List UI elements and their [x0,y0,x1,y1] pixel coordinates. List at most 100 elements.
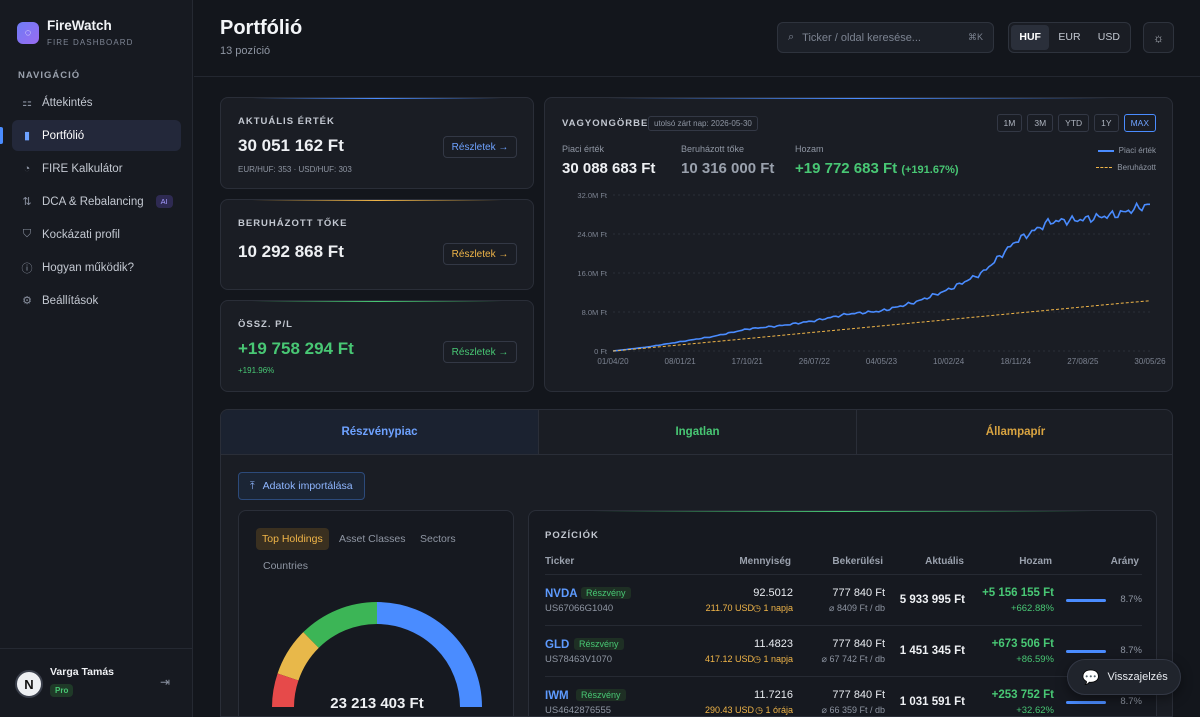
card-accent [252,301,502,302]
legend-label: Beruházott [1117,163,1156,172]
segment-asset-classes[interactable]: Asset Classes [339,533,406,545]
cost: 777 840 Ft [832,689,885,701]
ticker[interactable]: NVDA [545,588,578,600]
tab-real-estate[interactable]: Ingatlan [539,410,857,454]
market-value-label: Piaci érték [562,144,605,154]
donut-segment[interactable] [376,602,482,708]
isin: US67066G1040 [545,603,614,614]
share: 8.7% [1120,696,1142,707]
col-return[interactable]: Hozam [1019,556,1052,567]
y-tick-label: 8.0M Ft [582,308,608,317]
range-3m[interactable]: 3M [1027,114,1054,132]
gain-percent: +32.62% [1016,705,1054,716]
app-logo-icon: ◌ [17,22,39,44]
table-row[interactable]: GLD Részvény US78463V1070 11.4823 417.12… [545,625,1142,676]
x-tick-label: 30/05/26 [1134,357,1166,366]
x-tick-label: 27/08/25 [1067,357,1099,366]
sidebar-item-dca[interactable]: ⇅ DCA & Rebalancing AI [12,186,181,217]
quantity: 11.7216 [754,689,793,701]
segment-top-holdings[interactable]: Top Holdings [256,528,329,550]
sun-icon[interactable]: ☼ [1143,22,1174,53]
table-row[interactable]: NVDA Részvény US67066G1040 92.5012 211.7… [545,574,1142,625]
range-selector: 1M 3M YTD 1Y MAX [996,114,1156,132]
share-bar [1066,599,1106,602]
x-tick-label: 04/05/23 [866,357,898,366]
tab-bonds[interactable]: Állampapír [985,426,1046,438]
sidebar-item-fire-calculator[interactable]: ◔ FIRE Kalkulátor [12,153,181,184]
sidebar-item-settings[interactable]: ⚙ Beállítások [12,285,181,316]
legend-market: Piaci érték [1097,146,1156,155]
nav-list: ⚏ Áttekintés ▮ Portfólió ◔ FIRE Kalkulátor … [0,87,181,318]
user-panel: N Varga Tamás Pro ⇥ [0,648,193,717]
y-tick-label: 24.0M Ft [577,230,608,239]
currency-usd[interactable]: USD [1097,31,1120,43]
plan-badge: Pro [50,684,74,697]
invested-label: Beruházott tőke [681,144,745,154]
col-quantity[interactable]: Mennyiség [739,556,791,567]
card-accent [252,98,502,99]
avg-cost: ⌀ 66 359 Ft / db [821,705,885,715]
x-tick-label: 08/01/21 [665,357,697,366]
legend-swatch [1096,167,1113,168]
donut-segment[interactable] [272,673,299,708]
segment-countries[interactable]: Countries [263,560,308,572]
stat-label: ÖSSZ. P/L [238,319,293,330]
donut-segment[interactable] [303,601,378,649]
tab-stocks[interactable]: Részvénypiac [221,410,539,454]
sidebar-item-how-it-works[interactable]: ⓘ Hogyan működik? [12,252,181,283]
avatar[interactable]: N [15,670,43,698]
ticker[interactable]: IWM [545,690,569,702]
sidebar-item-portfolio[interactable]: ▮ Portfólió [0,120,181,151]
price-age: ◷ 1 napja [753,603,793,613]
chat-icon: 💬 [1082,668,1100,685]
positions-card: POZÍCIÓK Ticker Mennyiség Bekerülési Akt… [528,510,1157,716]
holdings-donut [272,601,482,708]
stat-percent: +191.96% [238,366,275,375]
range-ytd[interactable]: YTD [1058,114,1090,132]
share-bar [1066,701,1106,704]
sidebar-item-overview[interactable]: ⚏ Áttekintés [12,87,181,118]
details-button[interactable]: Részletek → [443,136,517,158]
col-current[interactable]: Aktuális [925,556,964,567]
x-tick-label: 01/04/20 [597,357,629,366]
sidebar: ◌ FireWatch FIRE DASHBOARD NAVIGÁCIÓ ⚏ Át… [0,0,193,717]
wealth-chart-card: VAGYONGÖRBE utolsó zárt nap: 2026-05-30 … [544,97,1173,392]
currency-eur[interactable]: EUR [1058,31,1081,43]
col-share[interactable]: Arány [1110,556,1139,567]
table-row[interactable]: IWM Részvény US4642876555 11.7216 290.43… [545,676,1142,716]
col-cost[interactable]: Bekerülési [832,556,883,567]
chart-title: VAGYONGÖRBE [562,118,649,129]
gain: +5 156 155 Ft [982,587,1054,599]
col-ticker[interactable]: Ticker [545,556,575,567]
return-percent: (+191.67%) [901,164,959,176]
quantity: 11.4823 [754,638,793,650]
details-button[interactable]: Részletek → [443,341,517,363]
y-tick-label: 32.0M Ft [577,191,608,200]
tab-bar: Részvénypiac Ingatlan Állampapír [221,410,1172,455]
header: Portfólió 13 pozíció ⌕ Ticker / oldal ke… [194,0,1200,77]
wealth-chart: 0 Ft 8.0M Ft 16.0M Ft 24.0M Ft 32.0M Ft 01/04… [577,191,1166,366]
current-value: 1 451 345 Ft [899,645,965,657]
stat-label: AKTUÁLIS ÉRTÉK [238,116,335,127]
type-badge: Részvény [576,689,626,701]
avg-cost: ⌀ 67 742 Ft / db [821,654,885,664]
logout-icon[interactable]: ⇥ [160,675,171,689]
search-shortcut: ⌘K [967,32,983,42]
search-input[interactable]: ⌕ Ticker / oldal keresése... ⌘K [777,22,994,53]
sidebar-item-risk-profile[interactable]: ⛉ Kockázati profil [12,219,181,250]
range-max[interactable]: MAX [1123,114,1156,132]
details-button[interactable]: Részletek → [443,243,517,265]
cost: 777 840 Ft [832,587,885,599]
currency-huf[interactable]: HUF [1011,25,1050,50]
help-icon: ⓘ [21,262,33,275]
feedback-button[interactable]: 💬 Visszajelzés [1067,659,1181,695]
range-1y[interactable]: 1Y [1094,114,1119,132]
currency-switch: HUF EUR USD [1008,22,1131,53]
range-1m[interactable]: 1M [996,114,1023,132]
segment-sectors[interactable]: Sectors [420,533,456,545]
card-accent [252,200,502,201]
import-button[interactable]: ⤒ Adatok importálása [238,472,365,500]
donut-segment[interactable] [277,632,320,681]
isin: US78463V1070 [545,654,613,665]
ticker[interactable]: GLD [545,639,570,651]
